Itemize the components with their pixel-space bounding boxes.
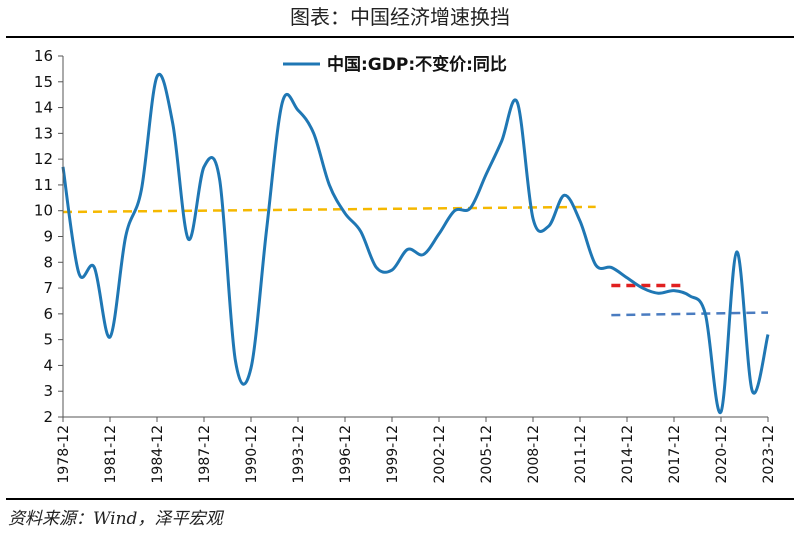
x-tick-label: 1987-12 bbox=[197, 425, 213, 484]
reference-line bbox=[62, 205, 596, 214]
y-tick-label: 3 bbox=[43, 382, 53, 400]
x-tick-label: 2020-12 bbox=[714, 425, 730, 484]
source-note: 资料来源：Wind，泽平宏观 bbox=[8, 509, 223, 529]
y-tick-label: 4 bbox=[43, 356, 53, 374]
series-layer bbox=[61, 72, 770, 414]
x-tick-label: 2002-12 bbox=[432, 425, 448, 484]
y-tick-label: 11 bbox=[34, 176, 53, 194]
y-tick-label: 6 bbox=[43, 305, 53, 323]
x-tick-label: 2005-12 bbox=[479, 425, 495, 484]
y-tick-label: 5 bbox=[43, 331, 53, 349]
x-tick-label: 1978-12 bbox=[56, 425, 72, 484]
y-tick-label: 15 bbox=[34, 73, 53, 91]
y-tick-label: 9 bbox=[43, 228, 53, 246]
x-tick-label: 2023-12 bbox=[761, 425, 777, 484]
y-tick-label: 10 bbox=[34, 202, 53, 220]
x-tick-label: 1996-12 bbox=[338, 425, 354, 484]
x-tick-label: 2011-12 bbox=[573, 425, 589, 484]
y-tick-label: 16 bbox=[34, 47, 53, 65]
legend-label: 中国:GDP:不变价:同比 bbox=[327, 54, 507, 75]
reference-lines bbox=[62, 205, 769, 317]
gdp-growth-line bbox=[61, 72, 770, 414]
y-tick-label: 14 bbox=[34, 99, 53, 117]
y-tick-label: 12 bbox=[34, 150, 53, 168]
bottom-rule bbox=[6, 498, 794, 500]
x-tick-label: 2014-12 bbox=[620, 425, 636, 484]
y-tick-label: 2 bbox=[43, 408, 53, 426]
x-tick-label: 1990-12 bbox=[244, 425, 260, 484]
x-tick-label: 1999-12 bbox=[385, 425, 401, 484]
x-tick-label: 2008-12 bbox=[526, 425, 542, 484]
chart-title: 图表：中国经济增速换挡 bbox=[290, 5, 510, 29]
y-tick-label: 8 bbox=[43, 253, 53, 271]
y-tick-label: 13 bbox=[34, 124, 53, 142]
axes: 2 3 4 5 6 7 8 9 10 11 12 13 14 15 16 1978-12 1981-12 1984… bbox=[34, 47, 777, 484]
legend: 中国:GDP:不变价:同比 bbox=[283, 54, 507, 75]
x-tick-label: 1993-12 bbox=[291, 425, 307, 484]
reference-line bbox=[611, 311, 769, 317]
x-tick-label: 1981-12 bbox=[103, 425, 119, 484]
y-tick-label: 7 bbox=[43, 279, 53, 297]
x-tick-label: 2017-12 bbox=[667, 425, 683, 484]
top-rule bbox=[6, 36, 794, 38]
x-tick-label: 1984-12 bbox=[150, 425, 166, 484]
